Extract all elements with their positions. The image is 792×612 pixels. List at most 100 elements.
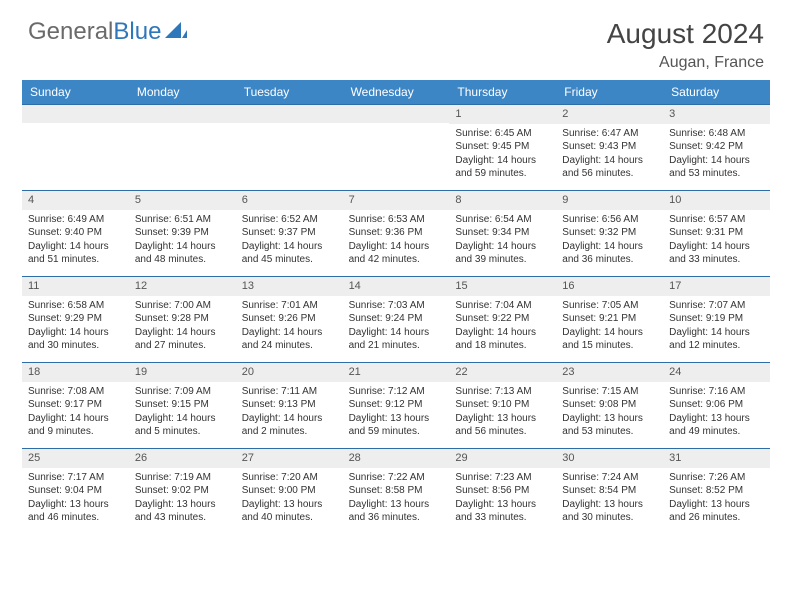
calendar-cell: 20 Sunrise: 7:11 AMSunset: 9:13 PMDayligh…	[236, 362, 343, 448]
sunrise-line: Sunrise: 6:57 AM	[669, 213, 764, 227]
sunset-line: Sunset: 9:40 PM	[28, 226, 123, 240]
weekday-header: Saturday	[663, 80, 770, 104]
day-number: 12	[135, 280, 147, 292]
sunrise-line: Sunrise: 7:05 AM	[562, 299, 657, 313]
sunset-line: Sunset: 9:36 PM	[349, 226, 444, 240]
sunset-line: Sunset: 9:45 PM	[455, 140, 550, 154]
daylight-line: Daylight: 14 hours and 24 minutes.	[242, 326, 337, 353]
day-number-row: 31	[663, 449, 770, 468]
sunrise-line: Sunrise: 6:52 AM	[242, 213, 337, 227]
sunrise-line: Sunrise: 6:56 AM	[562, 213, 657, 227]
sunset-line: Sunset: 9:31 PM	[669, 226, 764, 240]
sunrise-line: Sunrise: 7:04 AM	[455, 299, 550, 313]
sunset-line: Sunset: 9:17 PM	[28, 398, 123, 412]
daylight-line: Daylight: 14 hours and 39 minutes.	[455, 240, 550, 267]
sunset-line: Sunset: 9:39 PM	[135, 226, 230, 240]
sunset-line: Sunset: 8:58 PM	[349, 484, 444, 498]
daylight-line: Daylight: 13 hours and 43 minutes.	[135, 498, 230, 525]
weekday-header: Thursday	[449, 80, 556, 104]
day-number-row: 16	[556, 277, 663, 296]
sunset-line: Sunset: 9:29 PM	[28, 312, 123, 326]
daylight-line: Daylight: 13 hours and 33 minutes.	[455, 498, 550, 525]
sunrise-line: Sunrise: 7:16 AM	[669, 385, 764, 399]
day-number-row: 24	[663, 363, 770, 382]
sunrise-line: Sunrise: 7:07 AM	[669, 299, 764, 313]
sunset-line: Sunset: 9:26 PM	[242, 312, 337, 326]
sunrise-line: Sunrise: 7:03 AM	[349, 299, 444, 313]
calendar-cell: 3Sunrise: 6:48 AMSunset: 9:42 PMDaylight…	[663, 104, 770, 190]
calendar-cell: 2Sunrise: 6:47 AMSunset: 9:43 PMDaylight…	[556, 104, 663, 190]
day-number: 15	[455, 280, 467, 292]
daylight-line: Daylight: 14 hours and 30 minutes.	[28, 326, 123, 353]
calendar-cell: 17Sunrise: 7:07 AMSunset: 9:19 PMDayligh…	[663, 276, 770, 362]
day-number: 14	[349, 280, 361, 292]
day-number-row: 6	[236, 191, 343, 210]
day-number-row: 3	[663, 105, 770, 124]
day-number: 13	[242, 280, 254, 292]
sunset-line: Sunset: 9:06 PM	[669, 398, 764, 412]
daylight-line: Daylight: 14 hours and 18 minutes.	[455, 326, 550, 353]
calendar-cell: 6Sunrise: 6:52 AMSunset: 9:37 PMDaylight…	[236, 190, 343, 276]
day-number-row: 23	[556, 363, 663, 382]
daylight-line: Daylight: 14 hours and 2 minutes.	[242, 412, 337, 439]
sunrise-line: Sunrise: 7:01 AM	[242, 299, 337, 313]
sunrise-line: Sunrise: 7:19 AM	[135, 471, 230, 485]
calendar-cell: 10Sunrise: 6:57 AMSunset: 9:31 PMDayligh…	[663, 190, 770, 276]
day-number-row: 5	[129, 191, 236, 210]
sunset-line: Sunset: 9:13 PM	[242, 398, 337, 412]
daylight-line: Daylight: 14 hours and 5 minutes.	[135, 412, 230, 439]
sunrise-line: Sunrise: 7:24 AM	[562, 471, 657, 485]
day-number: 7	[349, 194, 355, 206]
daylight-line: Daylight: 13 hours and 36 minutes.	[349, 498, 444, 525]
day-number: 17	[669, 280, 681, 292]
location-label: Augan, France	[607, 54, 764, 72]
daylight-line: Daylight: 13 hours and 40 minutes.	[242, 498, 337, 525]
day-number-row: 18	[22, 363, 129, 382]
daylight-line: Daylight: 13 hours and 49 minutes.	[669, 412, 764, 439]
sunrise-line: Sunrise: 7:09 AM	[135, 385, 230, 399]
daylight-line: Daylight: 14 hours and 48 minutes.	[135, 240, 230, 267]
sunrise-line: Sunrise: 6:47 AM	[562, 127, 657, 141]
sunset-line: Sunset: 9:22 PM	[455, 312, 550, 326]
day-number-row: 27	[236, 449, 343, 468]
sunrise-line: Sunrise: 6:51 AM	[135, 213, 230, 227]
sunset-line: Sunset: 9:43 PM	[562, 140, 657, 154]
day-number-row: 4	[22, 191, 129, 210]
weekday-header: Friday	[556, 80, 663, 104]
daylight-line: Daylight: 14 hours and 21 minutes.	[349, 326, 444, 353]
daylight-line: Daylight: 14 hours and 51 minutes.	[28, 240, 123, 267]
calendar-cell: 8Sunrise: 6:54 AMSunset: 9:34 PMDaylight…	[449, 190, 556, 276]
daylight-line: Daylight: 14 hours and 59 minutes.	[455, 154, 550, 181]
calendar-cell: 23Sunrise: 7:15 AMSunset: 9:08 PMDayligh…	[556, 362, 663, 448]
sunset-line: Sunset: 9:32 PM	[562, 226, 657, 240]
sunset-line: Sunset: 9:15 PM	[135, 398, 230, 412]
calendar-cell: 15 Sunrise: 7:04 AMSunset: 9:22 PMDayligh…	[449, 276, 556, 362]
sunrise-line: Sunrise: 7:23 AM	[455, 471, 550, 485]
weekday-header: Wednesday	[343, 80, 450, 104]
calendar-cell: 22Sunrise: 7:13 AMSunset: 9:10 PMDayligh…	[449, 362, 556, 448]
sunrise-line: Sunrise: 7:15 AM	[562, 385, 657, 399]
day-number-row: 20	[236, 363, 343, 382]
day-number: 1	[455, 108, 461, 120]
sunset-line: Sunset: 8:54 PM	[562, 484, 657, 498]
sunrise-line: Sunrise: 7:11 AM	[242, 385, 337, 399]
daylight-line: Daylight: 14 hours and 36 minutes.	[562, 240, 657, 267]
day-number: 23	[562, 366, 574, 378]
sunrise-line: Sunrise: 6:53 AM	[349, 213, 444, 227]
day-number: 3	[669, 108, 675, 120]
day-number: 18	[28, 366, 40, 378]
sunrise-line: Sunrise: 7:22 AM	[349, 471, 444, 485]
sunrise-line: Sunrise: 7:13 AM	[455, 385, 550, 399]
day-number-row: 2	[556, 105, 663, 124]
calendar-cell: 18Sunrise: 7:08 AMSunset: 9:17 PMDayligh…	[22, 362, 129, 448]
day-number: 26	[135, 452, 147, 464]
daylight-line: Daylight: 13 hours and 53 minutes.	[562, 412, 657, 439]
weekday-header-row: SundayMondayTuesdayWednesdayThursdayFrid…	[22, 80, 770, 104]
sunrise-line: Sunrise: 6:48 AM	[669, 127, 764, 141]
sunrise-line: Sunrise: 6:49 AM	[28, 213, 123, 227]
sunset-line: Sunset: 9:34 PM	[455, 226, 550, 240]
day-number: 30	[562, 452, 574, 464]
calendar-cell: 21Sunrise: 7:12 AMSunset: 9:12 PMDayligh…	[343, 362, 450, 448]
day-number-row: 11	[22, 277, 129, 296]
brand-sail-icon	[165, 20, 187, 45]
